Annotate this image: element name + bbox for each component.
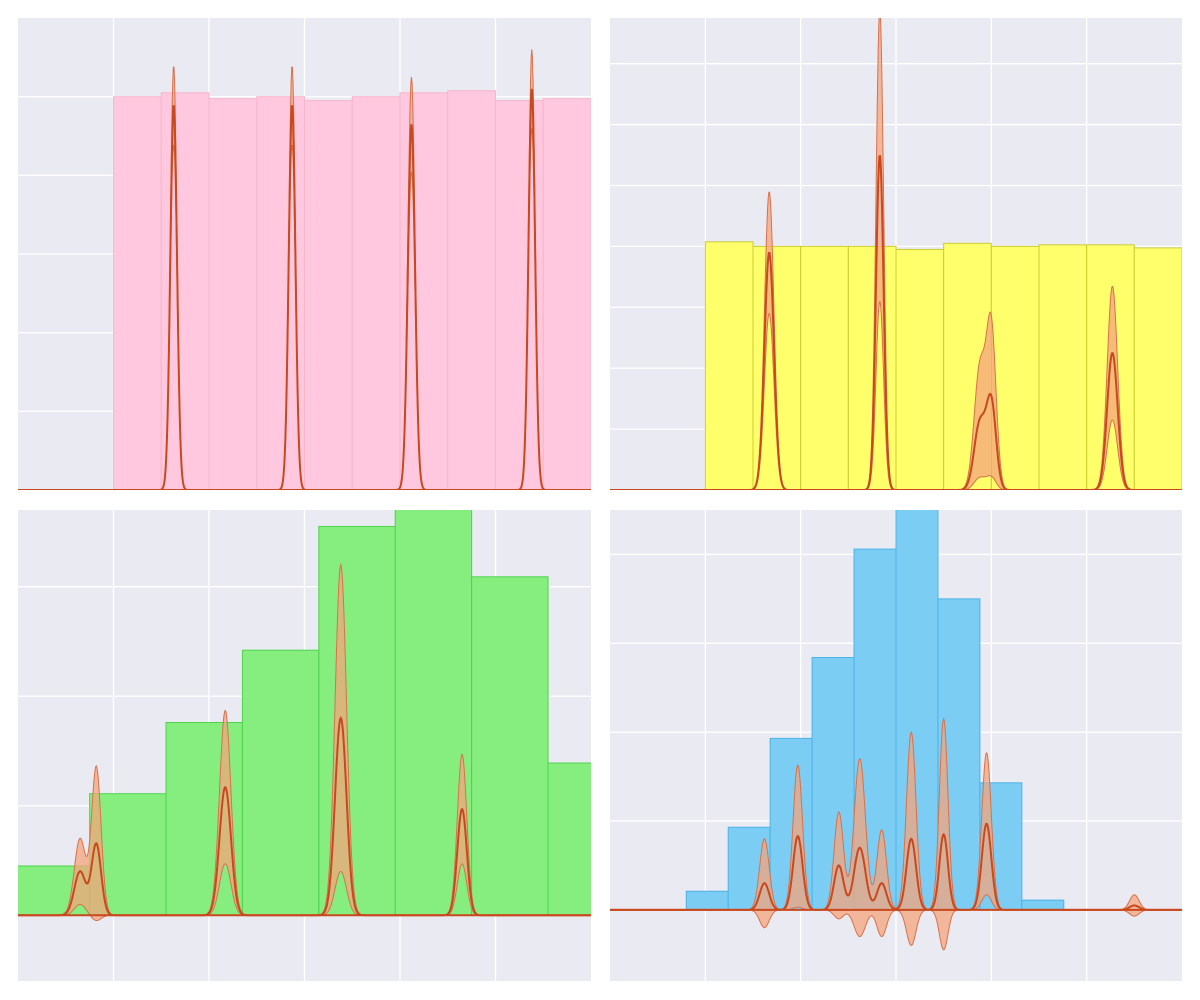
histogram-bar <box>447 90 496 490</box>
histogram-bar <box>895 248 945 490</box>
plot-area <box>610 510 1182 981</box>
plot-area <box>18 510 591 981</box>
histogram-bar <box>800 245 849 490</box>
histogram-bar <box>351 96 401 490</box>
panel-top-left <box>18 18 591 490</box>
density-band <box>610 717 1182 951</box>
panel-top-right <box>610 18 1182 490</box>
histogram-bar <box>241 649 320 916</box>
histogram-bar <box>471 576 549 916</box>
panel-bottom-right <box>610 510 1182 981</box>
histogram-bar <box>542 98 591 490</box>
plot-area <box>610 18 1182 490</box>
histogram-bar <box>704 241 754 490</box>
histogram-bar <box>256 96 305 490</box>
histogram-bar <box>113 96 162 490</box>
plot-area <box>18 18 591 490</box>
histogram-bar <box>1038 244 1088 490</box>
histogram-bar <box>1133 247 1182 490</box>
histogram-bar <box>208 98 258 490</box>
histogram-bar <box>1021 899 1065 911</box>
density-line <box>610 822 1182 911</box>
density-line <box>610 155 1182 490</box>
histogram-bar <box>685 890 729 911</box>
histogram-bar <box>304 100 353 490</box>
density-line <box>18 88 591 490</box>
histogram-bar <box>160 92 210 490</box>
density-line <box>18 715 591 917</box>
histogram-bar <box>547 762 591 916</box>
panel-bottom-left <box>18 510 591 981</box>
